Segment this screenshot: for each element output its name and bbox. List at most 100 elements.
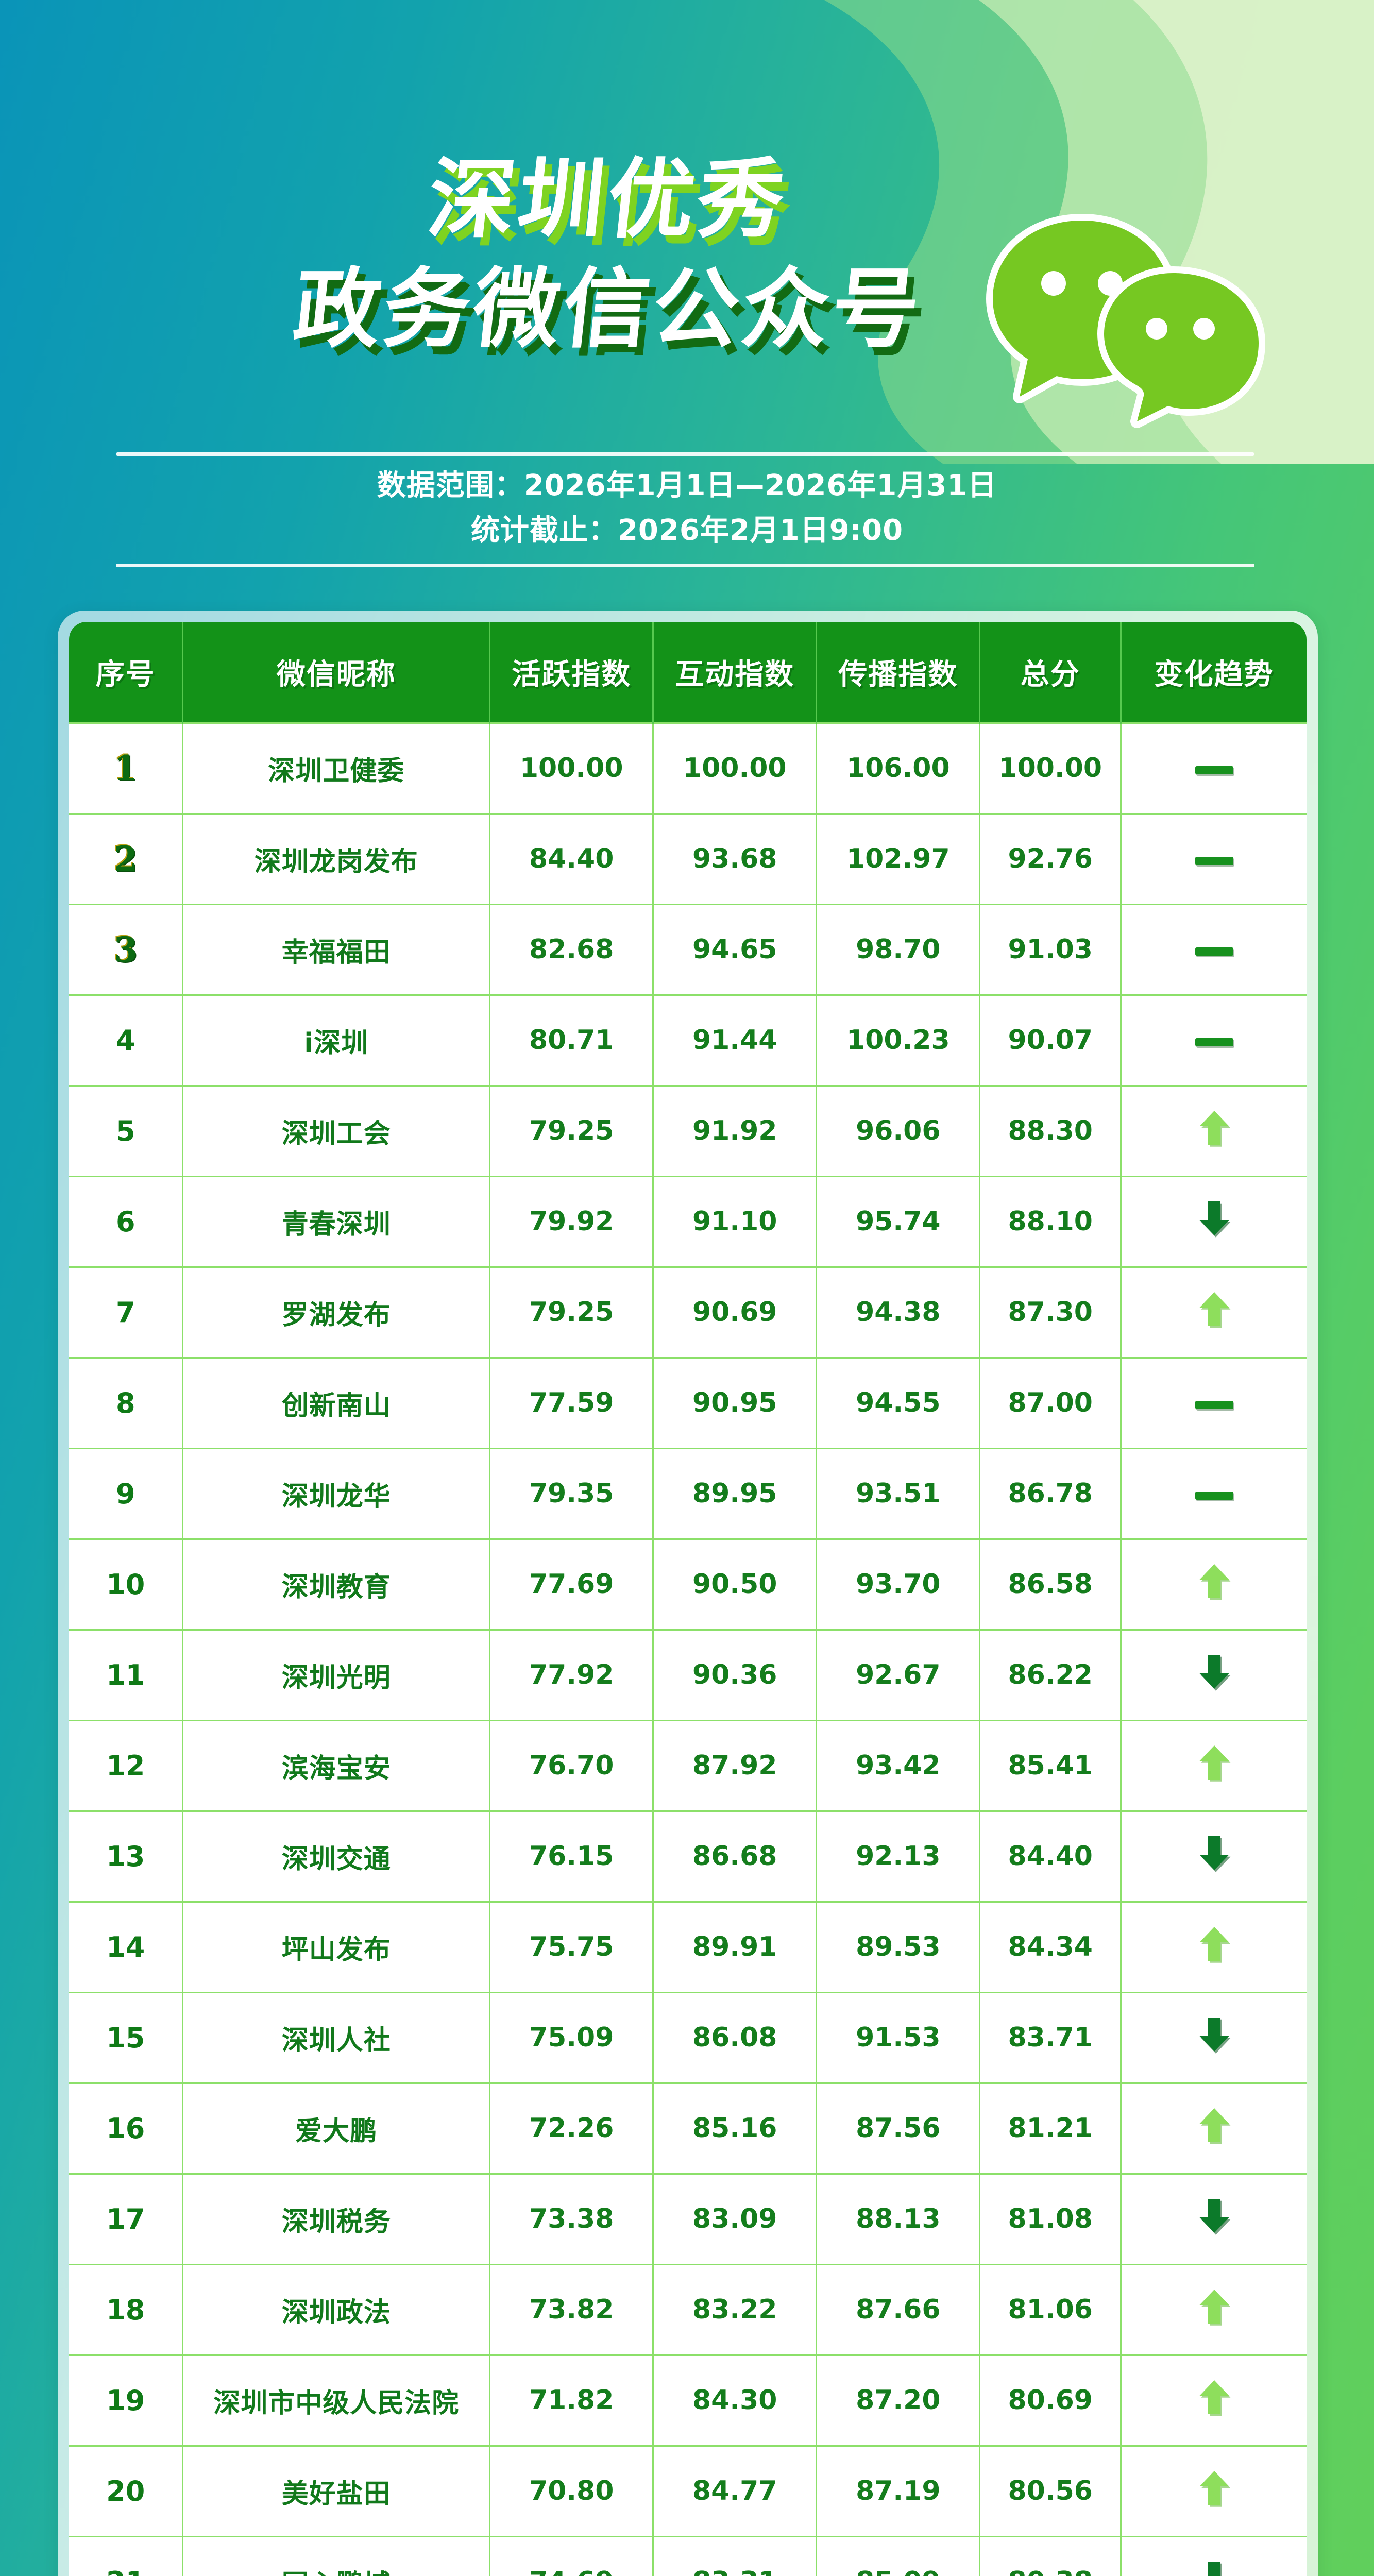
- trend-down-icon: [1197, 2196, 1231, 2242]
- table-row: 15 深圳人社 75.09 86.08 91.53 83.71: [69, 1991, 1307, 2084]
- trend-flat-icon: [1195, 1038, 1233, 1046]
- table-row: 11 深圳光明 77.92 90.36 92.67 86.22: [69, 1629, 1307, 1721]
- cell-trend: [1120, 2263, 1307, 2356]
- cell-interaction-index: 84.30: [652, 2354, 818, 2447]
- cell-interaction-index: 86.68: [652, 1810, 818, 1903]
- table-row: 19 深圳市中级人民法院 71.82 84.30 87.20 80.69: [69, 2354, 1307, 2447]
- trend-up-icon: [1197, 1108, 1231, 1154]
- trend-up-icon: [1197, 2377, 1231, 2424]
- cell-rank: 6: [69, 1175, 184, 1268]
- cell-total-score: 87.30: [979, 1266, 1122, 1359]
- cell-rank: 12: [69, 1719, 184, 1812]
- cell-trend: [1120, 1084, 1307, 1177]
- cell-spread-index: 95.74: [816, 1175, 981, 1268]
- cell-rank: 15: [69, 1991, 184, 2084]
- table-row: 13 深圳交通 76.15 86.68 92.13 84.40: [69, 1810, 1307, 1903]
- trend-flat-icon: [1195, 1491, 1233, 1500]
- trend-up-icon: [1197, 1289, 1231, 1335]
- trend-up-icon: [1197, 1561, 1231, 1607]
- col-header-active: 活跃指数: [489, 622, 654, 723]
- cell-rank: 1: [69, 722, 184, 815]
- cell-total-score: 80.56: [979, 2445, 1122, 2537]
- cell-rank: 5: [69, 1084, 184, 1177]
- cell-account-name: 美好盐田: [182, 2445, 491, 2537]
- cell-active-index: 100.00: [489, 722, 654, 815]
- table-row: 14 坪山发布 75.75 89.91 89.53 84.34: [69, 1901, 1307, 1993]
- cell-rank: 17: [69, 2173, 184, 2265]
- trend-down-icon: [1197, 1652, 1231, 1698]
- cell-spread-index: 98.70: [816, 903, 981, 996]
- cell-account-name: 创新南山: [182, 1357, 491, 1449]
- cell-account-name: 深圳卫健委: [182, 722, 491, 815]
- cell-active-index: 80.71: [489, 994, 654, 1087]
- trend-flat-icon: [1195, 947, 1233, 956]
- cell-account-name: 滨海宝安: [182, 1719, 491, 1812]
- cell-interaction-index: 91.92: [652, 1084, 818, 1177]
- cell-account-name: 同心鹏城: [182, 2535, 491, 2576]
- cell-account-name: 深圳工会: [182, 1084, 491, 1177]
- cell-active-index: 72.26: [489, 2082, 654, 2175]
- cell-interaction-index: 90.95: [652, 1357, 818, 1449]
- cell-total-score: 81.08: [979, 2173, 1122, 2265]
- cell-interaction-index: 90.69: [652, 1266, 818, 1359]
- cell-interaction-index: 83.22: [652, 2263, 818, 2356]
- cell-account-name: 青春深圳: [182, 1175, 491, 1268]
- cell-account-name: 深圳交通: [182, 1810, 491, 1903]
- cell-trend: [1120, 2535, 1307, 2576]
- cell-active-index: 70.80: [489, 2445, 654, 2537]
- table-row: 10 深圳教育 77.69 90.50 93.70 86.58: [69, 1538, 1307, 1631]
- cell-trend: [1120, 1901, 1307, 1993]
- cell-rank: 10: [69, 1538, 184, 1631]
- cell-active-index: 79.35: [489, 1447, 654, 1540]
- cell-spread-index: 94.55: [816, 1357, 981, 1449]
- table-row: 4 i深圳 80.71 91.44 100.23 90.07: [69, 994, 1307, 1087]
- cell-total-score: 88.10: [979, 1175, 1122, 1268]
- cell-account-name: 深圳人社: [182, 1991, 491, 2084]
- cell-interaction-index: 84.77: [652, 2445, 818, 2537]
- cell-trend: [1120, 1266, 1307, 1359]
- table-row: 2 深圳龙岗发布 84.40 93.68 102.97 92.76: [69, 812, 1307, 905]
- cell-account-name: 罗湖发布: [182, 1266, 491, 1359]
- table-row: 9 深圳龙华 79.35 89.95 93.51 86.78: [69, 1447, 1307, 1540]
- table-header: 序号 微信昵称 活跃指数 互动指数 传播指数 总分 变化趋势: [69, 622, 1307, 723]
- cell-spread-index: 100.23: [816, 994, 981, 1087]
- cell-rank: 20: [69, 2445, 184, 2537]
- cell-total-score: 91.03: [979, 903, 1122, 996]
- cell-interaction-index: 86.08: [652, 1991, 818, 2084]
- ranking-table: 序号 微信昵称 活跃指数 互动指数 传播指数 总分 变化趋势 1 深圳卫健委 100…: [69, 622, 1307, 2576]
- cell-rank: 9: [69, 1447, 184, 1540]
- ranking-card: 序号 微信昵称 活跃指数 互动指数 传播指数 总分 变化趋势 1 深圳卫健委 100…: [58, 611, 1318, 2576]
- cell-active-index: 76.70: [489, 1719, 654, 1812]
- cell-interaction-index: 91.44: [652, 994, 818, 1087]
- cell-account-name: 幸福福田: [182, 903, 491, 996]
- table-row: 5 深圳工会 79.25 91.92 96.06 88.30: [69, 1084, 1307, 1177]
- cell-total-score: 100.00: [979, 722, 1122, 815]
- cell-trend: [1120, 722, 1307, 815]
- date-range-text: 数据范围：2026年1月1日—2026年1月31日: [377, 469, 997, 502]
- cell-trend: [1120, 994, 1307, 1087]
- trend-down-icon: [1197, 1198, 1231, 1245]
- trend-flat-icon: [1195, 856, 1233, 865]
- divider-bottom: [116, 564, 1254, 567]
- cell-interaction-index: 83.09: [652, 2173, 818, 2265]
- cell-spread-index: 93.70: [816, 1538, 981, 1631]
- cell-total-score: 84.34: [979, 1901, 1122, 1993]
- wechat-logo: [981, 206, 1270, 448]
- table-row: 1 深圳卫健委 100.00 100.00 106.00 100.00: [69, 722, 1307, 815]
- page-title: 深圳优秀 政务微信公众号: [247, 149, 969, 360]
- cell-account-name: 深圳政法: [182, 2263, 491, 2356]
- cell-spread-index: 93.51: [816, 1447, 981, 1540]
- cell-spread-index: 92.13: [816, 1810, 981, 1903]
- cell-total-score: 86.78: [979, 1447, 1122, 1540]
- cell-rank: 16: [69, 2082, 184, 2175]
- cell-total-score: 86.58: [979, 1538, 1122, 1631]
- cell-active-index: 75.09: [489, 1991, 654, 2084]
- cell-rank: 14: [69, 1901, 184, 1993]
- col-header-interaction: 互动指数: [653, 622, 818, 723]
- trend-up-icon: [1197, 2286, 1231, 2333]
- cell-spread-index: 87.19: [816, 2445, 981, 2537]
- table-row: 20 美好盐田 70.80 84.77 87.19 80.56: [69, 2445, 1307, 2537]
- cell-total-score: 83.71: [979, 1991, 1122, 2084]
- cell-active-index: 84.40: [489, 812, 654, 905]
- cell-spread-index: 85.09: [816, 2535, 981, 2576]
